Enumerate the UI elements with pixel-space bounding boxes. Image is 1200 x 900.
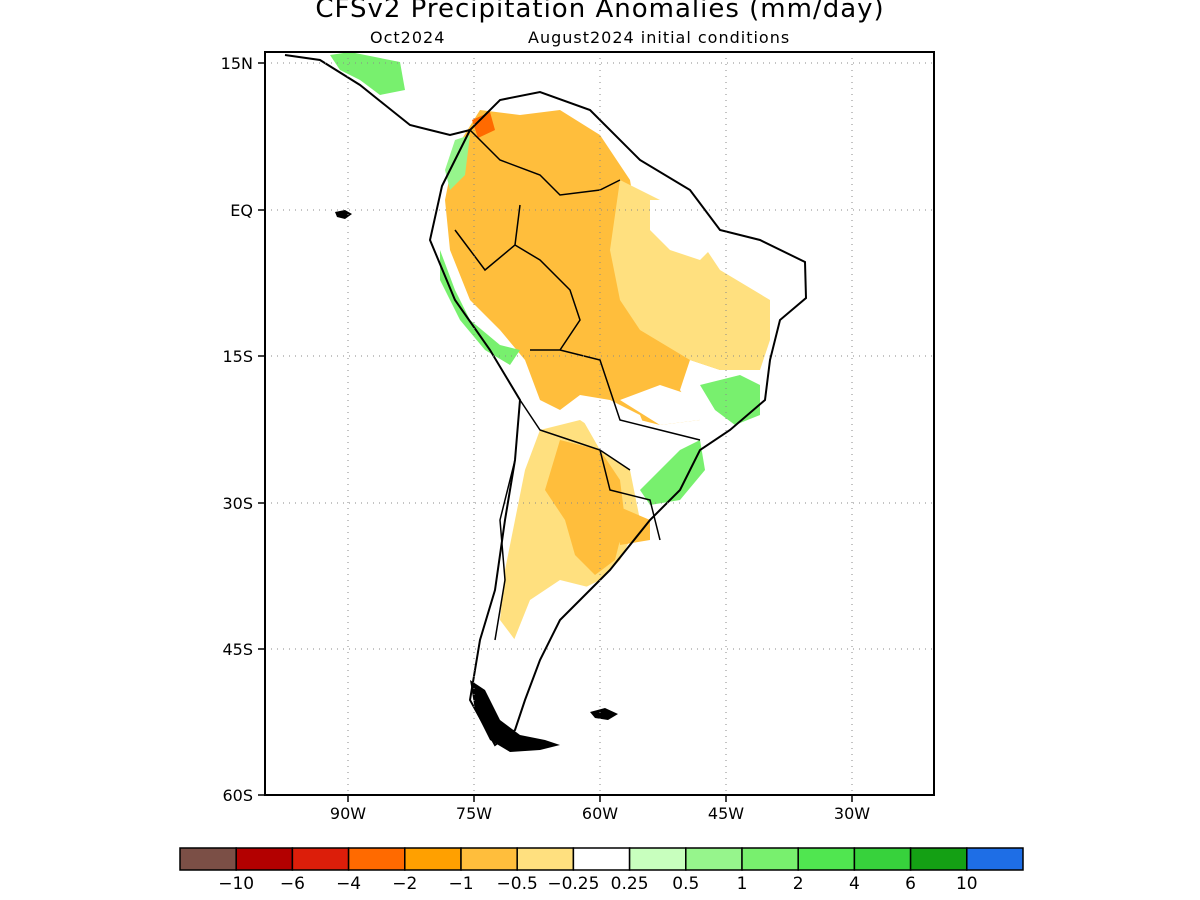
lat-label-15s: 15S [222, 347, 253, 366]
colorbar-label: 1 [737, 874, 748, 894]
colorbar-label: −10 [218, 874, 254, 894]
near-zero-south [505, 580, 600, 735]
colorbar-swatch [347, 847, 406, 871]
lat-label-15n: 15N [221, 54, 253, 73]
colorbar-label: 0.5 [672, 874, 699, 894]
colorbar-swatch [685, 847, 743, 871]
central-america-coast [284, 54, 471, 137]
colorbar-swatch [291, 847, 350, 871]
colorbar: −10 −6 −4 −2 −1 −0.5 −0.25 0.25 0.5 1 2 4 6 10 [179, 847, 1024, 894]
lon-label-45w: 45W [708, 804, 744, 823]
dry-core-south [545, 440, 650, 575]
lon-label-75w: 75W [456, 804, 492, 823]
colorbar-swatch [966, 847, 1024, 871]
colorbar-label: −0.25 [547, 874, 599, 894]
lon-label-30w: 30W [834, 804, 870, 823]
lat-label-30s: 30S [222, 494, 253, 513]
colorbar-swatch [516, 847, 575, 871]
map-title: CFSv2 Precipitation Anomalies (mm/day) [315, 0, 885, 24]
colorbar-label: 4 [849, 874, 860, 894]
colorbar-swatch [235, 847, 294, 871]
lat-label-eq: EQ [230, 201, 253, 220]
colorbar-swatch [741, 847, 799, 871]
colorbar-label: 10 [956, 874, 978, 894]
axis-ticks [258, 62, 853, 802]
colorbar-label: −0.5 [497, 874, 538, 894]
colorbar-label: 0.25 [611, 874, 649, 894]
wet-andes-peru [440, 250, 520, 365]
colorbar-label: −4 [336, 874, 361, 894]
longitude-labels: 90W 75W 60W 45W 30W [330, 804, 870, 823]
initial-conditions: August2024 initial conditions [528, 28, 791, 47]
colorbar-swatch [909, 847, 968, 871]
forecast-month: Oct2024 [370, 28, 446, 47]
colorbar-swatch [853, 847, 912, 871]
colorbar-swatch [572, 847, 631, 871]
wet-central-america [330, 52, 405, 95]
colorbar-label: −2 [392, 874, 417, 894]
colorbar-swatch [460, 847, 518, 871]
colorbar-swatch [797, 847, 856, 871]
wet-northwest-colombia [445, 135, 470, 190]
colorbar-label: −6 [280, 874, 305, 894]
falkland-islands [590, 708, 618, 720]
lat-label-60s: 60S [222, 786, 253, 805]
lon-label-90w: 90W [330, 804, 366, 823]
lon-label-60w: 60W [582, 804, 618, 823]
strong-dry-spot [472, 112, 495, 138]
colorbar-swatch [404, 847, 462, 871]
colorbar-label: 6 [905, 874, 916, 894]
lat-label-45s: 45S [222, 640, 253, 659]
precip-anomaly-field [284, 52, 808, 752]
colorbar-label: −1 [448, 874, 473, 894]
colorbar-swatch [179, 847, 237, 871]
colorbar-swatch [628, 847, 687, 871]
near-zero-northeast [580, 200, 720, 470]
colorbar-label: 2 [793, 874, 804, 894]
country-borders [454, 129, 701, 641]
latitude-labels: 15N EQ 15S 30S 45S 60S [221, 54, 253, 805]
galapagos-islands [335, 210, 352, 219]
coastline [428, 90, 808, 747]
tierra-del-fuego [470, 680, 560, 752]
